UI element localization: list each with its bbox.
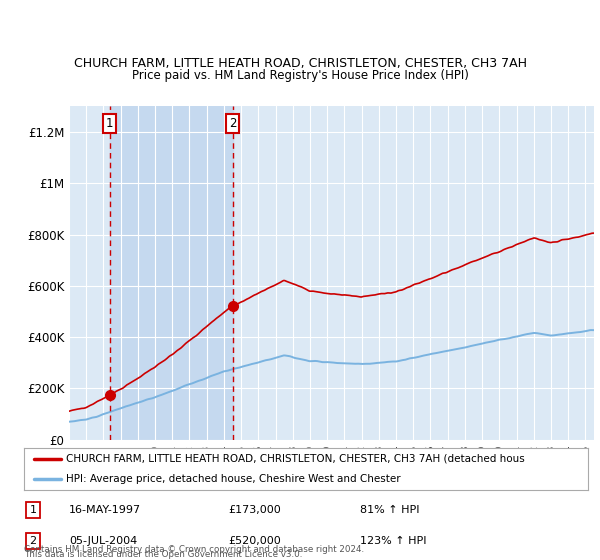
Text: CHURCH FARM, LITTLE HEATH ROAD, CHRISTLETON, CHESTER, CH3 7AH: CHURCH FARM, LITTLE HEATH ROAD, CHRISTLE… <box>74 57 527 70</box>
Text: CHURCH FARM, LITTLE HEATH ROAD, CHRISTLETON, CHESTER, CH3 7AH (detached hous: CHURCH FARM, LITTLE HEATH ROAD, CHRISTLE… <box>66 454 525 464</box>
Text: 2: 2 <box>29 536 37 546</box>
Text: Contains HM Land Registry data © Crown copyright and database right 2024.: Contains HM Land Registry data © Crown c… <box>24 545 364 554</box>
Text: 1: 1 <box>106 116 113 129</box>
Text: 16-MAY-1997: 16-MAY-1997 <box>69 505 141 515</box>
Text: HPI: Average price, detached house, Cheshire West and Chester: HPI: Average price, detached house, Ches… <box>66 474 401 484</box>
Text: This data is licensed under the Open Government Licence v3.0.: This data is licensed under the Open Gov… <box>24 550 302 559</box>
Text: 81% ↑ HPI: 81% ↑ HPI <box>360 505 419 515</box>
Text: £520,000: £520,000 <box>228 536 281 546</box>
Text: Price paid vs. HM Land Registry's House Price Index (HPI): Price paid vs. HM Land Registry's House … <box>131 69 469 82</box>
Text: 1: 1 <box>29 505 37 515</box>
Text: 05-JUL-2004: 05-JUL-2004 <box>69 536 137 546</box>
Text: £173,000: £173,000 <box>228 505 281 515</box>
Text: 123% ↑ HPI: 123% ↑ HPI <box>360 536 427 546</box>
Text: 2: 2 <box>229 116 236 129</box>
Bar <box>110 106 233 440</box>
